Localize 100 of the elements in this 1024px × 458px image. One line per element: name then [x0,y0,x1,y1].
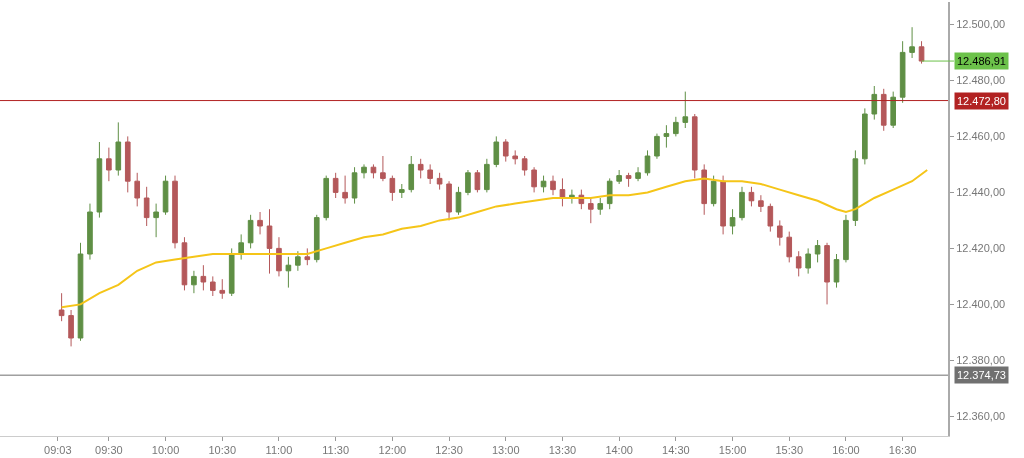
candlestick [96,141,103,219]
candlestick [446,180,452,221]
candlestick [852,149,859,227]
candlestick [332,172,339,199]
candlestick [323,175,330,221]
x-tick-label: 16:30 [888,444,917,457]
candlestick [106,147,112,182]
candlestick [748,186,755,207]
candlestick [361,163,367,179]
x-tick-label: 16:00 [832,444,860,457]
candlestick [824,242,830,305]
candlestick [739,186,745,221]
candlestick [729,208,736,235]
candlestick [795,250,802,277]
candlestick [502,138,509,163]
candlestick [398,183,405,199]
ref-line-label: 12.374,73 [957,369,1006,381]
x-tick-label: 09:30 [95,444,123,457]
candlestick [408,155,415,193]
candlestick [455,186,462,216]
candlestick [58,292,65,322]
x-tick-label: 10:00 [151,444,180,457]
candlestick [644,149,651,177]
candlestick [247,214,254,249]
candlestick [512,149,519,165]
candlestick [172,175,178,249]
candlestick [559,177,566,207]
candlestick [521,155,528,177]
candlestick [890,91,897,129]
x-tick-label: 13:30 [548,444,577,457]
candlestick [266,208,273,275]
y-tick-label: 12.420,00 [956,242,1006,255]
candlestick [124,135,131,193]
y-tick-label: 12.400,00 [956,298,1006,311]
candlestick [153,203,159,238]
line-series [60,169,929,309]
candlestick [625,172,632,188]
candlestick [843,214,849,263]
x-tick-label: 13:00 [491,444,520,457]
x-tick-label: 09:03 [44,444,72,457]
candlestick [370,163,377,179]
candlestick [465,169,471,196]
candlestick [313,214,320,263]
candlestick [210,275,216,297]
candlestick [191,270,197,294]
candlestick [663,124,670,149]
candlestick [786,231,793,263]
candlestick [257,211,263,235]
candlestick [228,247,235,297]
candlestick [484,158,490,193]
x-tick-label: 11:30 [322,444,350,457]
candlestick [814,239,821,263]
candlestick [691,113,698,179]
y-tick-label: 12.380,00 [956,354,1006,367]
candlestick [758,194,764,213]
candlestick [909,26,915,59]
candlestick [417,158,424,179]
candlestick [427,163,433,185]
x-tick-label: 10:30 [208,444,237,457]
y-tick-label: 12.500,00 [956,18,1006,31]
candlestick [673,116,679,137]
candlestick [531,166,537,193]
x-tick-label: 12:30 [435,444,463,457]
candlestick [710,175,717,207]
candlestick [200,264,207,291]
candlestick [219,278,226,300]
y-tick-label: 12.480,00 [956,74,1006,87]
ref-line-label: 12.472,80 [957,95,1006,107]
candlestick [87,203,93,261]
candlestick [871,85,878,121]
candlestick [701,163,708,216]
candlestick [115,121,122,177]
candlestick [238,233,244,261]
candlestick [899,40,906,104]
candlestick [606,177,613,210]
candlestick [68,309,74,347]
y-tick-label: 12.360,00 [956,410,1006,423]
candlestick [304,247,311,266]
candlestick [918,40,925,65]
x-tick-label: 12:00 [378,444,407,457]
candlestick [587,197,594,224]
candlestick [389,175,396,202]
y-tick-label: 12.440,00 [956,186,1006,199]
candlestick [342,175,348,205]
candlestick [862,107,868,165]
candlestick [540,175,547,193]
candlestick [682,91,689,129]
candlestick [805,247,811,275]
candlestick [833,253,840,289]
x-tick-label: 11:00 [265,444,293,457]
x-tick-label: 14:00 [605,444,633,457]
candlestick [134,172,141,207]
candlestick [767,203,774,233]
candlestick [493,135,500,168]
candlestick [276,236,282,277]
candlestick [474,169,481,193]
x-tick-label: 15:00 [718,444,747,457]
x-tick-label: 14:30 [662,444,690,457]
candlestick [295,250,301,272]
candlestick [550,175,556,196]
